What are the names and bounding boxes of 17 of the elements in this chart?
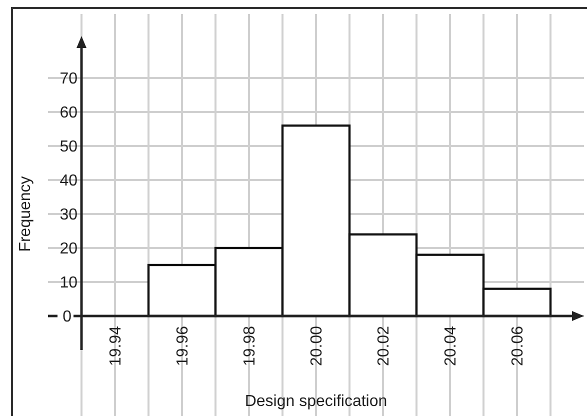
y-tick-label: 0 — [62, 308, 72, 326]
y-tick-label: 50 — [60, 138, 78, 156]
y-tick-label: 60 — [60, 104, 78, 122]
y-axis-title: Frequency — [17, 176, 34, 252]
x-tick-label: 19.98 — [242, 326, 259, 366]
y-tick-label: 10 — [60, 274, 78, 292]
y-tick-label: 70 — [60, 70, 78, 88]
y-tick-label: 40 — [60, 172, 78, 190]
x-tick-label: 20.04 — [442, 326, 460, 366]
x-axis-title: Design specification — [244, 393, 388, 410]
y-tick-label: 20 — [60, 240, 78, 258]
x-tick-label: 20.06 — [510, 326, 527, 366]
x-tick-label: 20.02 — [376, 326, 393, 366]
x-tick-label: 19.96 — [174, 326, 192, 366]
y-tick-label: 30 — [60, 206, 78, 224]
x-tick-label: 20.00 — [308, 326, 326, 366]
x-tick-label: 19.94 — [108, 326, 125, 366]
